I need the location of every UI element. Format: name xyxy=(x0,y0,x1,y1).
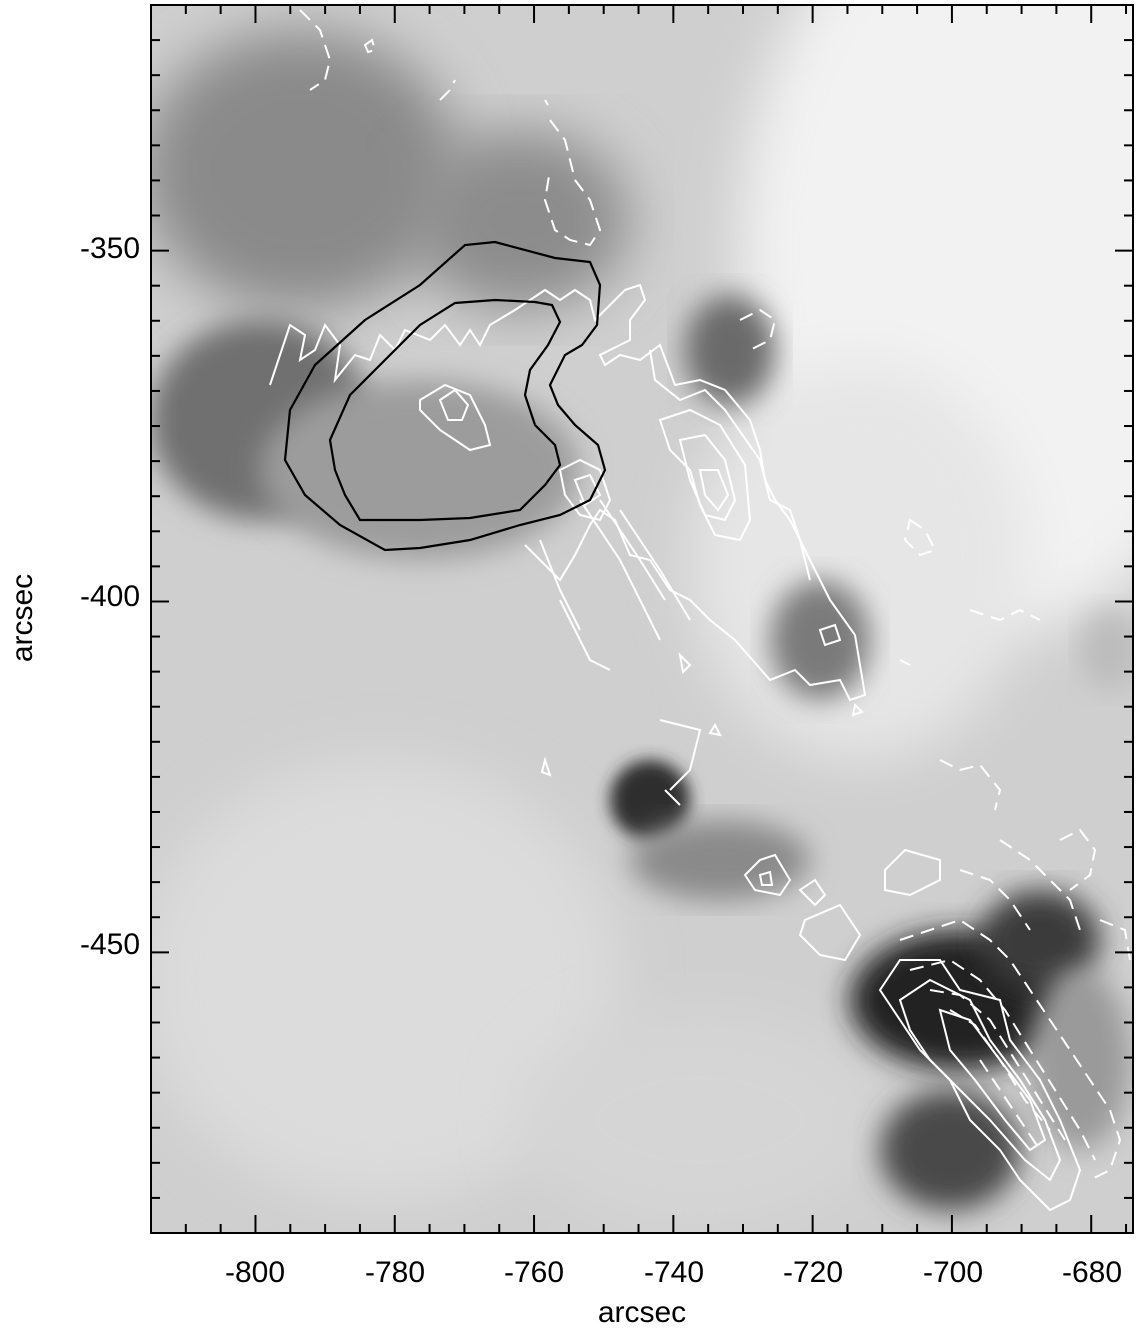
x-tick-label: -680 xyxy=(1062,1256,1122,1289)
y-tick-labels: -350 -400 -450 xyxy=(80,232,140,961)
dashed-contours xyxy=(299,9,1131,1181)
solar-image xyxy=(151,5,1133,1233)
x-tick-label: -720 xyxy=(783,1256,843,1289)
axis-ticks xyxy=(151,4,1133,1233)
x-tick-label: -800 xyxy=(225,1256,285,1289)
x-tick-labels: -800 -780 -760 -740 -720 -700 -680 xyxy=(225,1256,1122,1289)
x-tick-label: -700 xyxy=(923,1256,983,1289)
x-tick-label: -740 xyxy=(644,1256,704,1289)
x-tick-label: -760 xyxy=(504,1256,564,1289)
y-axis-title: arcsec xyxy=(6,574,39,662)
y-tick-label: -400 xyxy=(80,580,140,613)
x-axis-title: arcsec xyxy=(598,1296,686,1329)
y-tick-label: -350 xyxy=(80,232,140,265)
white-contours xyxy=(269,283,1082,1212)
plot-frame xyxy=(150,4,1134,1234)
y-tick-label: -450 xyxy=(80,928,140,961)
x-tick-label: -780 xyxy=(365,1256,425,1289)
black-contours xyxy=(283,240,607,552)
